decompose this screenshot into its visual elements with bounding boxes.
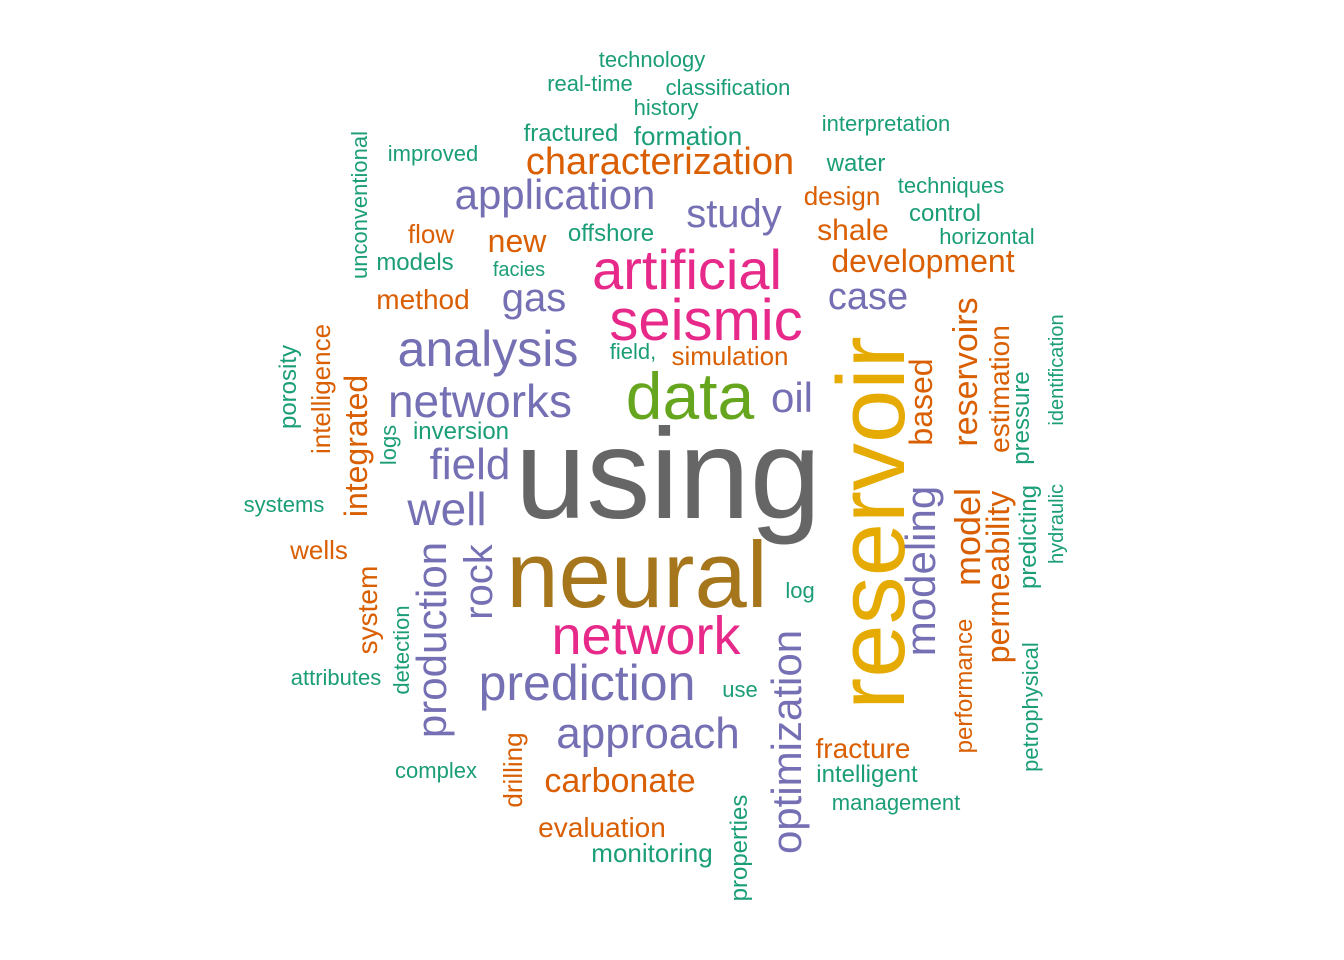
- word-production: production: [408, 541, 455, 739]
- word-unconventional: unconventional: [347, 130, 372, 280]
- word-log: log: [785, 578, 815, 603]
- word-classification: classification: [665, 75, 791, 100]
- word-systems: systems: [243, 492, 325, 517]
- word-monitoring: monitoring: [591, 838, 713, 868]
- word-offshore: offshore: [567, 220, 655, 247]
- word-horizontal: horizontal: [939, 224, 1035, 249]
- word-new: new: [487, 223, 547, 259]
- word-development: development: [831, 243, 1015, 279]
- word-simulation: simulation: [671, 341, 789, 371]
- word-interpretation: interpretation: [821, 111, 951, 136]
- word-drilling: drilling: [498, 732, 528, 808]
- word-carbonate: carbonate: [544, 762, 696, 800]
- word-attributes: attributes: [290, 665, 382, 690]
- word-fractured: fractured: [523, 120, 619, 147]
- word-integrated: integrated: [338, 374, 374, 518]
- word-artificial: artificial: [592, 238, 782, 301]
- word-case: case: [827, 276, 909, 318]
- word-modeling: modeling: [897, 485, 944, 657]
- word-use: use: [722, 677, 758, 702]
- word-gas: gas: [501, 276, 567, 320]
- word-wells: wells: [290, 535, 348, 565]
- word-based: based: [903, 358, 939, 446]
- word-system: system: [352, 565, 383, 655]
- word-formation: formation: [633, 121, 743, 151]
- word-field: field: [429, 440, 511, 489]
- word-inversion: inversion: [412, 418, 510, 445]
- word-analysis: analysis: [397, 321, 579, 377]
- word-neural: neural: [506, 522, 768, 627]
- word-study: study: [686, 192, 782, 236]
- word-fracture: fracture: [815, 733, 911, 764]
- word-history: history: [633, 95, 699, 120]
- word-intelligence: intelligence: [306, 323, 336, 455]
- word-shale: shale: [817, 214, 889, 247]
- word-reservoirs: reservoirs: [947, 297, 985, 447]
- word-data: data: [625, 359, 755, 433]
- word-seismic: seismic: [609, 288, 803, 353]
- word-logs: logs: [376, 424, 401, 466]
- word-models: models: [376, 249, 454, 276]
- word-field-comma: field,: [609, 339, 657, 364]
- word-facies: facies: [492, 259, 546, 281]
- word-evaluation: evaluation: [538, 812, 666, 843]
- word-method: method: [376, 284, 470, 315]
- word-optimization: optimization: [763, 629, 810, 855]
- word-detection: detection: [389, 605, 414, 695]
- word-flow: flow: [407, 219, 455, 249]
- word-predicting: predicting: [1015, 484, 1042, 590]
- word-hydraulic: hydraulic: [1046, 483, 1068, 565]
- word-characterization: characterization: [525, 141, 795, 183]
- word-permeability: permeability: [980, 490, 1016, 664]
- word-performance: performance: [951, 618, 978, 754]
- word-design: design: [803, 181, 881, 211]
- word-network: network: [551, 606, 741, 666]
- word-identification: identification: [1046, 314, 1068, 426]
- word-rock: rock: [457, 544, 501, 620]
- word-complex: complex: [395, 758, 477, 783]
- word-prediction: prediction: [478, 655, 696, 711]
- word-approach: approach: [556, 709, 740, 758]
- word-techniques: techniques: [897, 173, 1005, 198]
- word-properties: properties: [726, 794, 753, 902]
- word-intelligent: intelligent: [816, 761, 918, 788]
- word-using: using: [515, 403, 821, 546]
- word-well: well: [407, 483, 487, 535]
- word-management: management: [831, 790, 961, 815]
- word-pressure: pressure: [1008, 371, 1035, 465]
- word-application: application: [454, 171, 656, 218]
- word-real-time: real-time: [547, 71, 633, 96]
- word-petrophysical: petrophysical: [1018, 642, 1043, 772]
- word-oil: oil: [770, 374, 814, 421]
- word-porosity: porosity: [275, 344, 302, 430]
- word-technology: technology: [598, 47, 706, 72]
- word-networks: networks: [387, 375, 573, 427]
- word-water: water: [826, 150, 886, 177]
- word-control: control: [908, 200, 982, 227]
- word-improved: improved: [387, 141, 479, 166]
